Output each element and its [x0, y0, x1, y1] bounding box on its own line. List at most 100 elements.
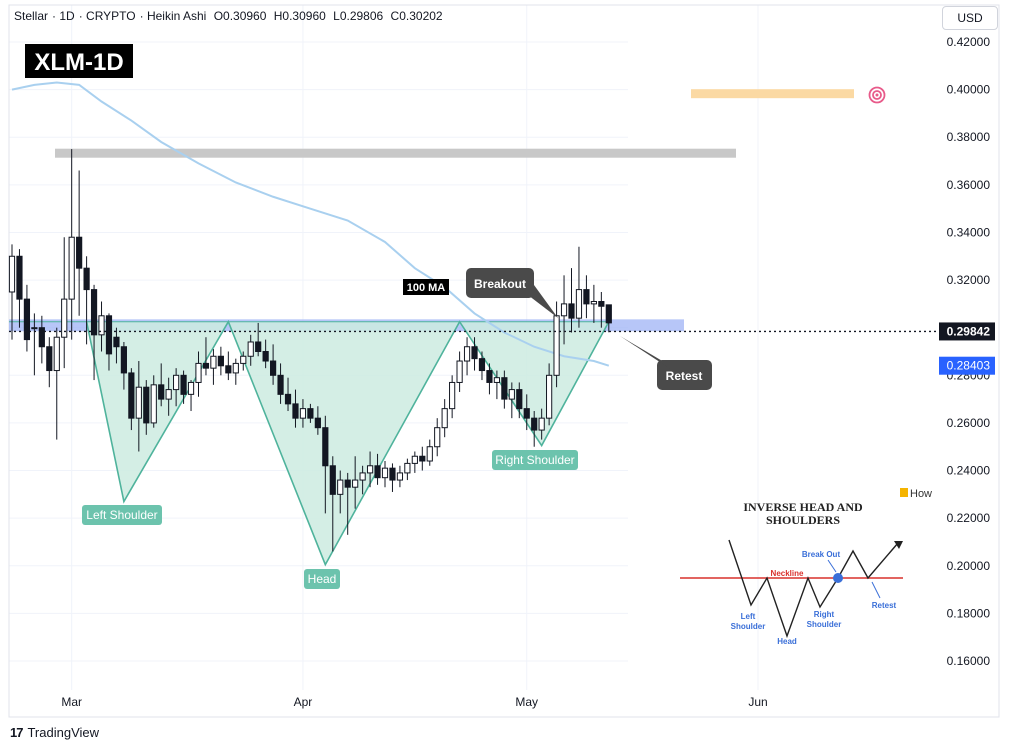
last-price-label: 0.29842 [947, 324, 991, 338]
candle-body [590, 301, 597, 305]
annotations: Left Shoulder Head Right Shoulder 100 MA Bre… [82, 268, 712, 589]
candle [225, 351, 232, 381]
candle-body [359, 472, 366, 481]
candle [61, 237, 68, 369]
inset-head: Head [777, 637, 797, 646]
candle [441, 399, 448, 438]
candle-body [23, 298, 31, 341]
ma-price-tag [939, 356, 995, 375]
candle [352, 456, 359, 509]
head-label: Head [308, 572, 337, 586]
x-tick-label: Jun [748, 695, 767, 709]
candle-body [560, 303, 568, 317]
candle [337, 470, 344, 514]
candle-body [180, 374, 187, 395]
candle [598, 291, 605, 328]
candle-body [113, 336, 120, 348]
y-tick-label: 0.38000 [947, 130, 991, 144]
candle-body [240, 355, 247, 364]
candle-body [128, 372, 135, 419]
ohlc-close: C0.30202 [390, 9, 443, 23]
candle-body [277, 374, 284, 395]
candle-body [568, 303, 575, 319]
candle [195, 351, 202, 397]
candle-body [165, 389, 172, 400]
retest-callout [657, 360, 712, 390]
interval[interactable]: 1D [59, 9, 75, 23]
candle [158, 363, 165, 407]
candle [583, 275, 590, 319]
candle-body [419, 455, 426, 462]
candle [187, 380, 195, 412]
left-shoulder-label-box [82, 505, 162, 525]
candle-body [38, 327, 45, 348]
head-label-box [304, 569, 340, 589]
chart-style[interactable]: Heikin Ashi [146, 9, 207, 23]
candle [105, 313, 113, 371]
y-tick-label: 0.18000 [947, 606, 991, 620]
candle [255, 322, 262, 357]
y-tick-label: 0.34000 [947, 225, 991, 239]
candle [284, 377, 292, 412]
candle [202, 337, 210, 376]
candle [90, 284, 98, 381]
candle [605, 304, 612, 333]
y-tick-label: 0.20000 [947, 559, 991, 573]
candle-body [329, 465, 336, 495]
inset-logo-box [900, 488, 908, 497]
candle-body [299, 408, 307, 419]
candle-body [486, 370, 493, 383]
tradingview-logo-icon[interactable]: 17 [10, 725, 24, 740]
inset-neckline-label: Neckline [771, 569, 804, 578]
candle [240, 351, 247, 371]
resistance-zone [55, 148, 736, 158]
candle [23, 284, 31, 352]
candle [456, 351, 463, 392]
ohlc-low: L0.29806 [333, 9, 384, 23]
right-shoulder-label-box [492, 450, 578, 470]
retest-pointer [620, 336, 672, 370]
ma-label-box [403, 279, 449, 295]
candle-body [120, 346, 128, 374]
currency-button[interactable]: USD [942, 6, 998, 30]
last-price-tag [939, 322, 995, 341]
y-axis: 0.42000 0.40000 0.38000 0.36000 0.34000 0.320… [939, 35, 995, 668]
candle-body [463, 346, 471, 362]
badge-box [25, 44, 133, 78]
retest-label: Retest [666, 369, 703, 383]
candle-body [404, 462, 411, 474]
candle-body [53, 336, 60, 372]
pattern-outline [85, 319, 610, 567]
candle [449, 375, 456, 419]
candle-body [150, 384, 157, 424]
pattern-fill [86, 321, 609, 565]
inset-left-1: Left [741, 612, 756, 621]
candle-body [195, 362, 202, 383]
candle [143, 380, 150, 435]
candle [359, 465, 366, 495]
symbol-name[interactable]: Stellar [14, 9, 49, 23]
candle [292, 389, 299, 428]
candle [53, 327, 60, 440]
ma-price-label: 0.28403 [947, 359, 991, 373]
candle [419, 446, 426, 471]
candle-body [262, 351, 269, 362]
candle [434, 418, 441, 457]
x-tick-label: May [515, 695, 538, 709]
candle-body [173, 374, 180, 391]
candle-body [83, 267, 90, 291]
candle-body [232, 362, 239, 374]
candle [98, 301, 105, 352]
candle [46, 337, 53, 388]
candle [486, 363, 493, 395]
breakout-label: Breakout [474, 277, 526, 291]
tradingview-brand[interactable]: TradingView [27, 725, 100, 740]
candle [374, 453, 381, 485]
y-tick-label: 0.24000 [947, 464, 991, 478]
candle [396, 465, 404, 488]
inset-title-1: INVERSE HEAD AND [743, 500, 863, 514]
candle-body [225, 365, 232, 374]
candle-body [202, 362, 210, 369]
inset-title-2: SHOULDERS [766, 513, 840, 527]
